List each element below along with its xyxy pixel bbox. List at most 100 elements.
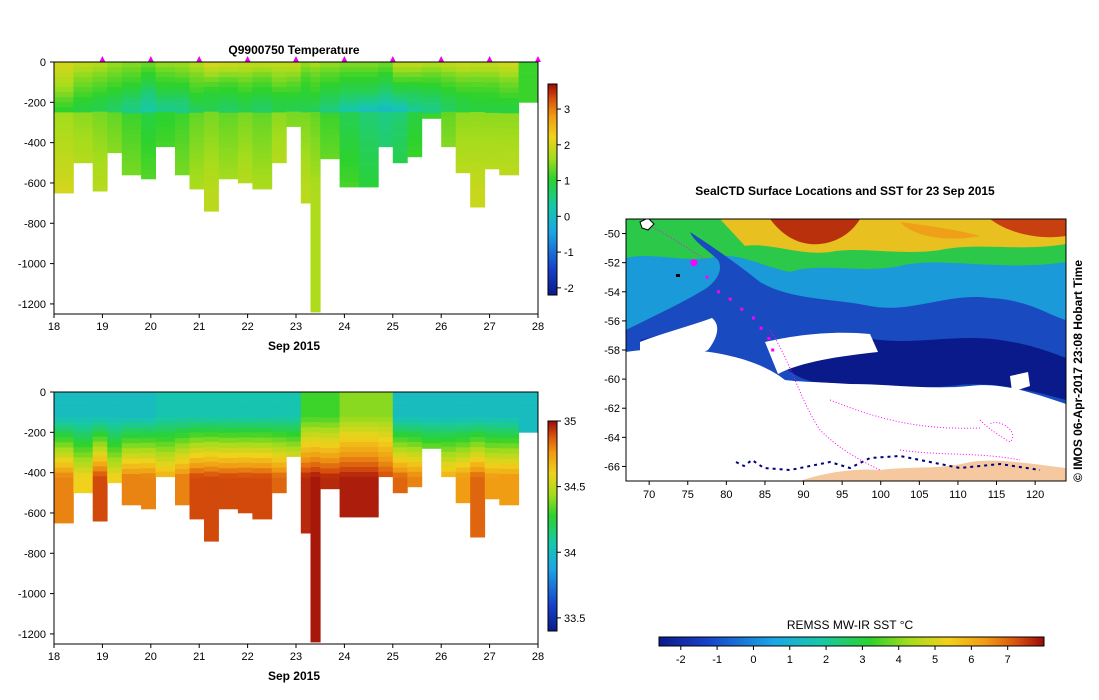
profile-cell	[73, 92, 94, 98]
profile-cell	[455, 72, 471, 78]
profile-cell	[73, 157, 94, 164]
profile-cell	[204, 206, 219, 212]
profile-cell	[441, 406, 457, 413]
profile-cell	[252, 483, 273, 489]
x-tick-label: 28	[532, 321, 544, 333]
profile-cell	[310, 587, 321, 593]
profile-cell	[204, 406, 219, 413]
profile-cell	[421, 407, 442, 413]
profile-cell	[107, 97, 123, 103]
profile-cell	[271, 92, 287, 98]
profile-cell	[470, 167, 486, 173]
profile-cell	[54, 183, 74, 189]
profile-cell	[54, 112, 74, 118]
profile-cell	[92, 476, 108, 482]
profile-cell	[189, 62, 205, 68]
profile-cell	[204, 481, 219, 487]
profile-cell	[407, 481, 423, 488]
profile-cell	[204, 126, 219, 132]
profile-cell	[252, 493, 273, 500]
profile-cell	[252, 453, 273, 459]
profile-cell	[484, 118, 500, 124]
profile-cell	[121, 489, 142, 495]
profile-cell	[73, 437, 94, 443]
profile-cell	[141, 92, 156, 98]
profile-cell	[218, 62, 239, 68]
profile-cell	[155, 397, 176, 403]
profile-cell	[92, 516, 108, 522]
profile-cell	[121, 149, 142, 155]
profile-cell	[441, 136, 457, 143]
profile-cell	[218, 87, 239, 93]
profile-cell	[271, 447, 287, 453]
track-point	[728, 297, 732, 301]
profile-cell	[499, 118, 520, 124]
profile-cell	[484, 478, 500, 484]
profile-cell	[320, 417, 340, 423]
profile-cell	[175, 77, 190, 83]
profile-cell	[441, 431, 457, 438]
profile-cell	[392, 67, 408, 73]
profile-cell	[339, 152, 360, 158]
profile-cell	[271, 472, 287, 478]
profile-cell	[392, 82, 408, 88]
profile-cell	[204, 76, 219, 83]
profile-cell	[470, 187, 486, 193]
profile-cell	[392, 402, 408, 408]
profile-cell	[441, 101, 457, 108]
antarctic-land	[800, 460, 1066, 481]
profile-cell	[107, 417, 123, 423]
profile-cell	[339, 422, 360, 428]
profile-cell	[300, 87, 311, 93]
profile-cell	[204, 121, 219, 128]
profile-cell	[484, 468, 500, 474]
profile-cell	[189, 128, 205, 134]
profile-cell	[470, 137, 486, 143]
profile-cell	[204, 516, 219, 522]
profile-cell	[484, 138, 500, 144]
profile-cell	[189, 453, 205, 459]
y-tick-label: -62	[604, 403, 620, 415]
profile-cell	[310, 607, 321, 613]
profile-cell	[407, 441, 423, 448]
profile-cell	[455, 437, 471, 443]
profile-cell	[470, 392, 486, 398]
profile-cell	[310, 622, 321, 628]
profile-cell	[286, 71, 302, 78]
track-point	[767, 336, 771, 340]
salinity-panel: 18 19 20 21 22 23 24 25 26 27 28 0 -200 -400 -600 -800…	[18, 387, 586, 683]
profile-cell	[378, 392, 394, 398]
profile-cell	[204, 416, 219, 423]
profile-cell	[378, 436, 394, 443]
profile-cell	[470, 62, 486, 68]
profile-cell	[189, 102, 205, 109]
profile-cell	[73, 142, 94, 148]
profile-cell	[320, 143, 340, 149]
profile-cell	[271, 122, 287, 128]
profile-cell	[141, 458, 156, 464]
profile-cell	[286, 446, 302, 452]
profile-cell	[107, 122, 123, 128]
profile-cell	[218, 92, 239, 98]
profile-cell	[73, 487, 94, 494]
profile-cell	[441, 111, 457, 118]
profile-cell	[300, 422, 311, 428]
profile-cell	[339, 177, 360, 183]
y-tick-label: -1200	[18, 299, 46, 311]
profile-cell	[310, 272, 321, 278]
profile-cell	[339, 172, 360, 178]
profile-cell	[310, 517, 321, 523]
profile-cell	[310, 452, 321, 458]
profile-cell	[73, 447, 94, 453]
profile-cell	[189, 112, 205, 119]
profile-cell	[175, 62, 190, 68]
profile-cell	[286, 111, 302, 117]
x-tick-label: 27	[483, 651, 495, 663]
profile-cell	[310, 217, 321, 223]
profile-cell	[73, 102, 94, 108]
profile-cell	[407, 81, 423, 88]
profile-cell	[320, 427, 340, 434]
profile-cell	[421, 412, 442, 418]
profile-cell	[407, 96, 423, 103]
profile-cell	[237, 147, 253, 154]
